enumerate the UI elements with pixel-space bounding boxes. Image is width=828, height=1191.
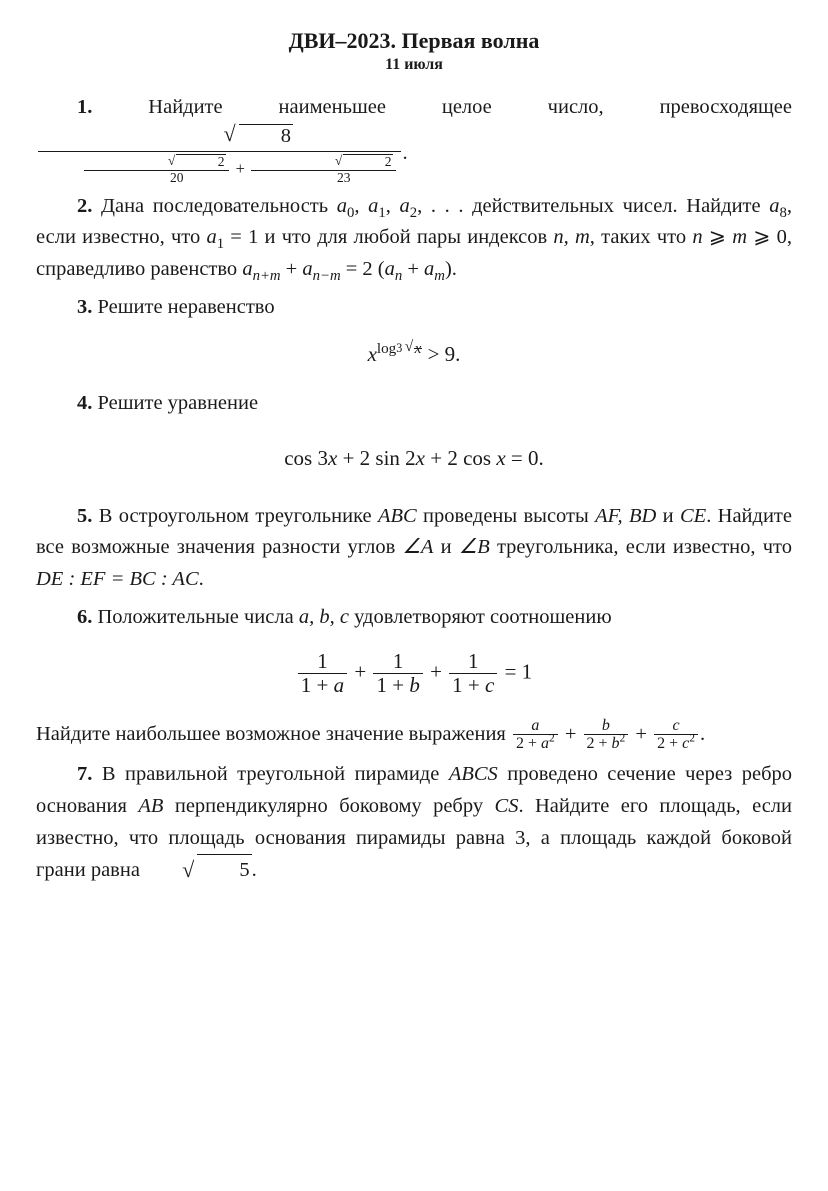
problem-number: 3. bbox=[77, 296, 92, 318]
text: Положительные числа bbox=[92, 606, 298, 628]
problem-3: 3. Решите неравенство bbox=[36, 292, 792, 324]
text: Найдите наименьшее целое число, превосхо… bbox=[92, 96, 792, 118]
exam-date: 11 июля bbox=[36, 56, 792, 74]
problem-3-equation: xlog3 x > 9. bbox=[36, 338, 792, 371]
problem-1: 1. Найдите наименьшее целое число, прево… bbox=[36, 92, 792, 185]
denom-frac-1: 2 20 bbox=[82, 154, 231, 184]
text: Найдите наибольшее возможное значение вы… bbox=[36, 723, 511, 745]
problem-number: 6. bbox=[77, 606, 92, 628]
fraction-expression: 8 2 20 + 2 23 bbox=[36, 142, 403, 164]
problem-5: 5. В остроугольном треугольнике ABC пров… bbox=[36, 501, 792, 596]
text: проведены высоты bbox=[417, 505, 595, 527]
text: Решите уравнение bbox=[92, 392, 258, 414]
problem-6-cont: Найдите наибольшее возможное значение вы… bbox=[36, 717, 792, 753]
sqrt-5: 5 bbox=[145, 854, 252, 887]
big-fraction: 8 2 20 + 2 23 bbox=[36, 124, 403, 185]
problem-number: 4. bbox=[77, 392, 92, 414]
problem-4-equation: cos 3x + 2 sin 2x + 2 cos x = 0. bbox=[36, 442, 792, 475]
problem-4: 4. Решите уравнение bbox=[36, 388, 792, 420]
text: и bbox=[656, 505, 680, 527]
problem-2: 2. Дана последовательность a0, a1, a2, .… bbox=[36, 191, 792, 286]
text: В правильной треугольной пирамиде bbox=[92, 763, 448, 785]
sqrt-8: 8 bbox=[186, 124, 293, 148]
text: действительных чисел. Найдите bbox=[463, 195, 769, 217]
exam-header: ДВИ–2023. Первая волна 11 июля bbox=[36, 28, 792, 74]
denom-frac-2: 2 23 bbox=[249, 154, 398, 184]
problem-number: 7. bbox=[77, 763, 92, 785]
problem-number: 5. bbox=[77, 505, 92, 527]
exam-title: ДВИ–2023. Первая волна bbox=[36, 28, 792, 54]
text: В остроугольном треугольнике bbox=[92, 505, 378, 527]
problem-6: 6. Положительные числа a, b, c удовлетво… bbox=[36, 602, 792, 634]
text: Дана последовательность bbox=[92, 195, 336, 217]
text: и что для любой пары индексов bbox=[258, 226, 553, 248]
problem-number: 1. bbox=[77, 96, 92, 118]
text: треугольника, если известно, что bbox=[490, 536, 792, 558]
text: , таких что bbox=[590, 226, 693, 248]
period: . bbox=[403, 142, 408, 164]
text: удовлетворяют соотношению bbox=[349, 606, 612, 628]
problem-list: 1. Найдите наименьшее целое число, прево… bbox=[36, 92, 792, 887]
text: Решите неравенство bbox=[92, 296, 274, 318]
problem-6-equation: 1 1 + a1 + a + 1 1 + b + 1 1 + c = 1 bbox=[36, 650, 792, 697]
text: перпендикулярно боковому ребру bbox=[163, 795, 494, 817]
problem-number: 2. bbox=[77, 195, 92, 217]
problem-7: 7. В правильной треугольной пирамиде ABC… bbox=[36, 759, 792, 887]
